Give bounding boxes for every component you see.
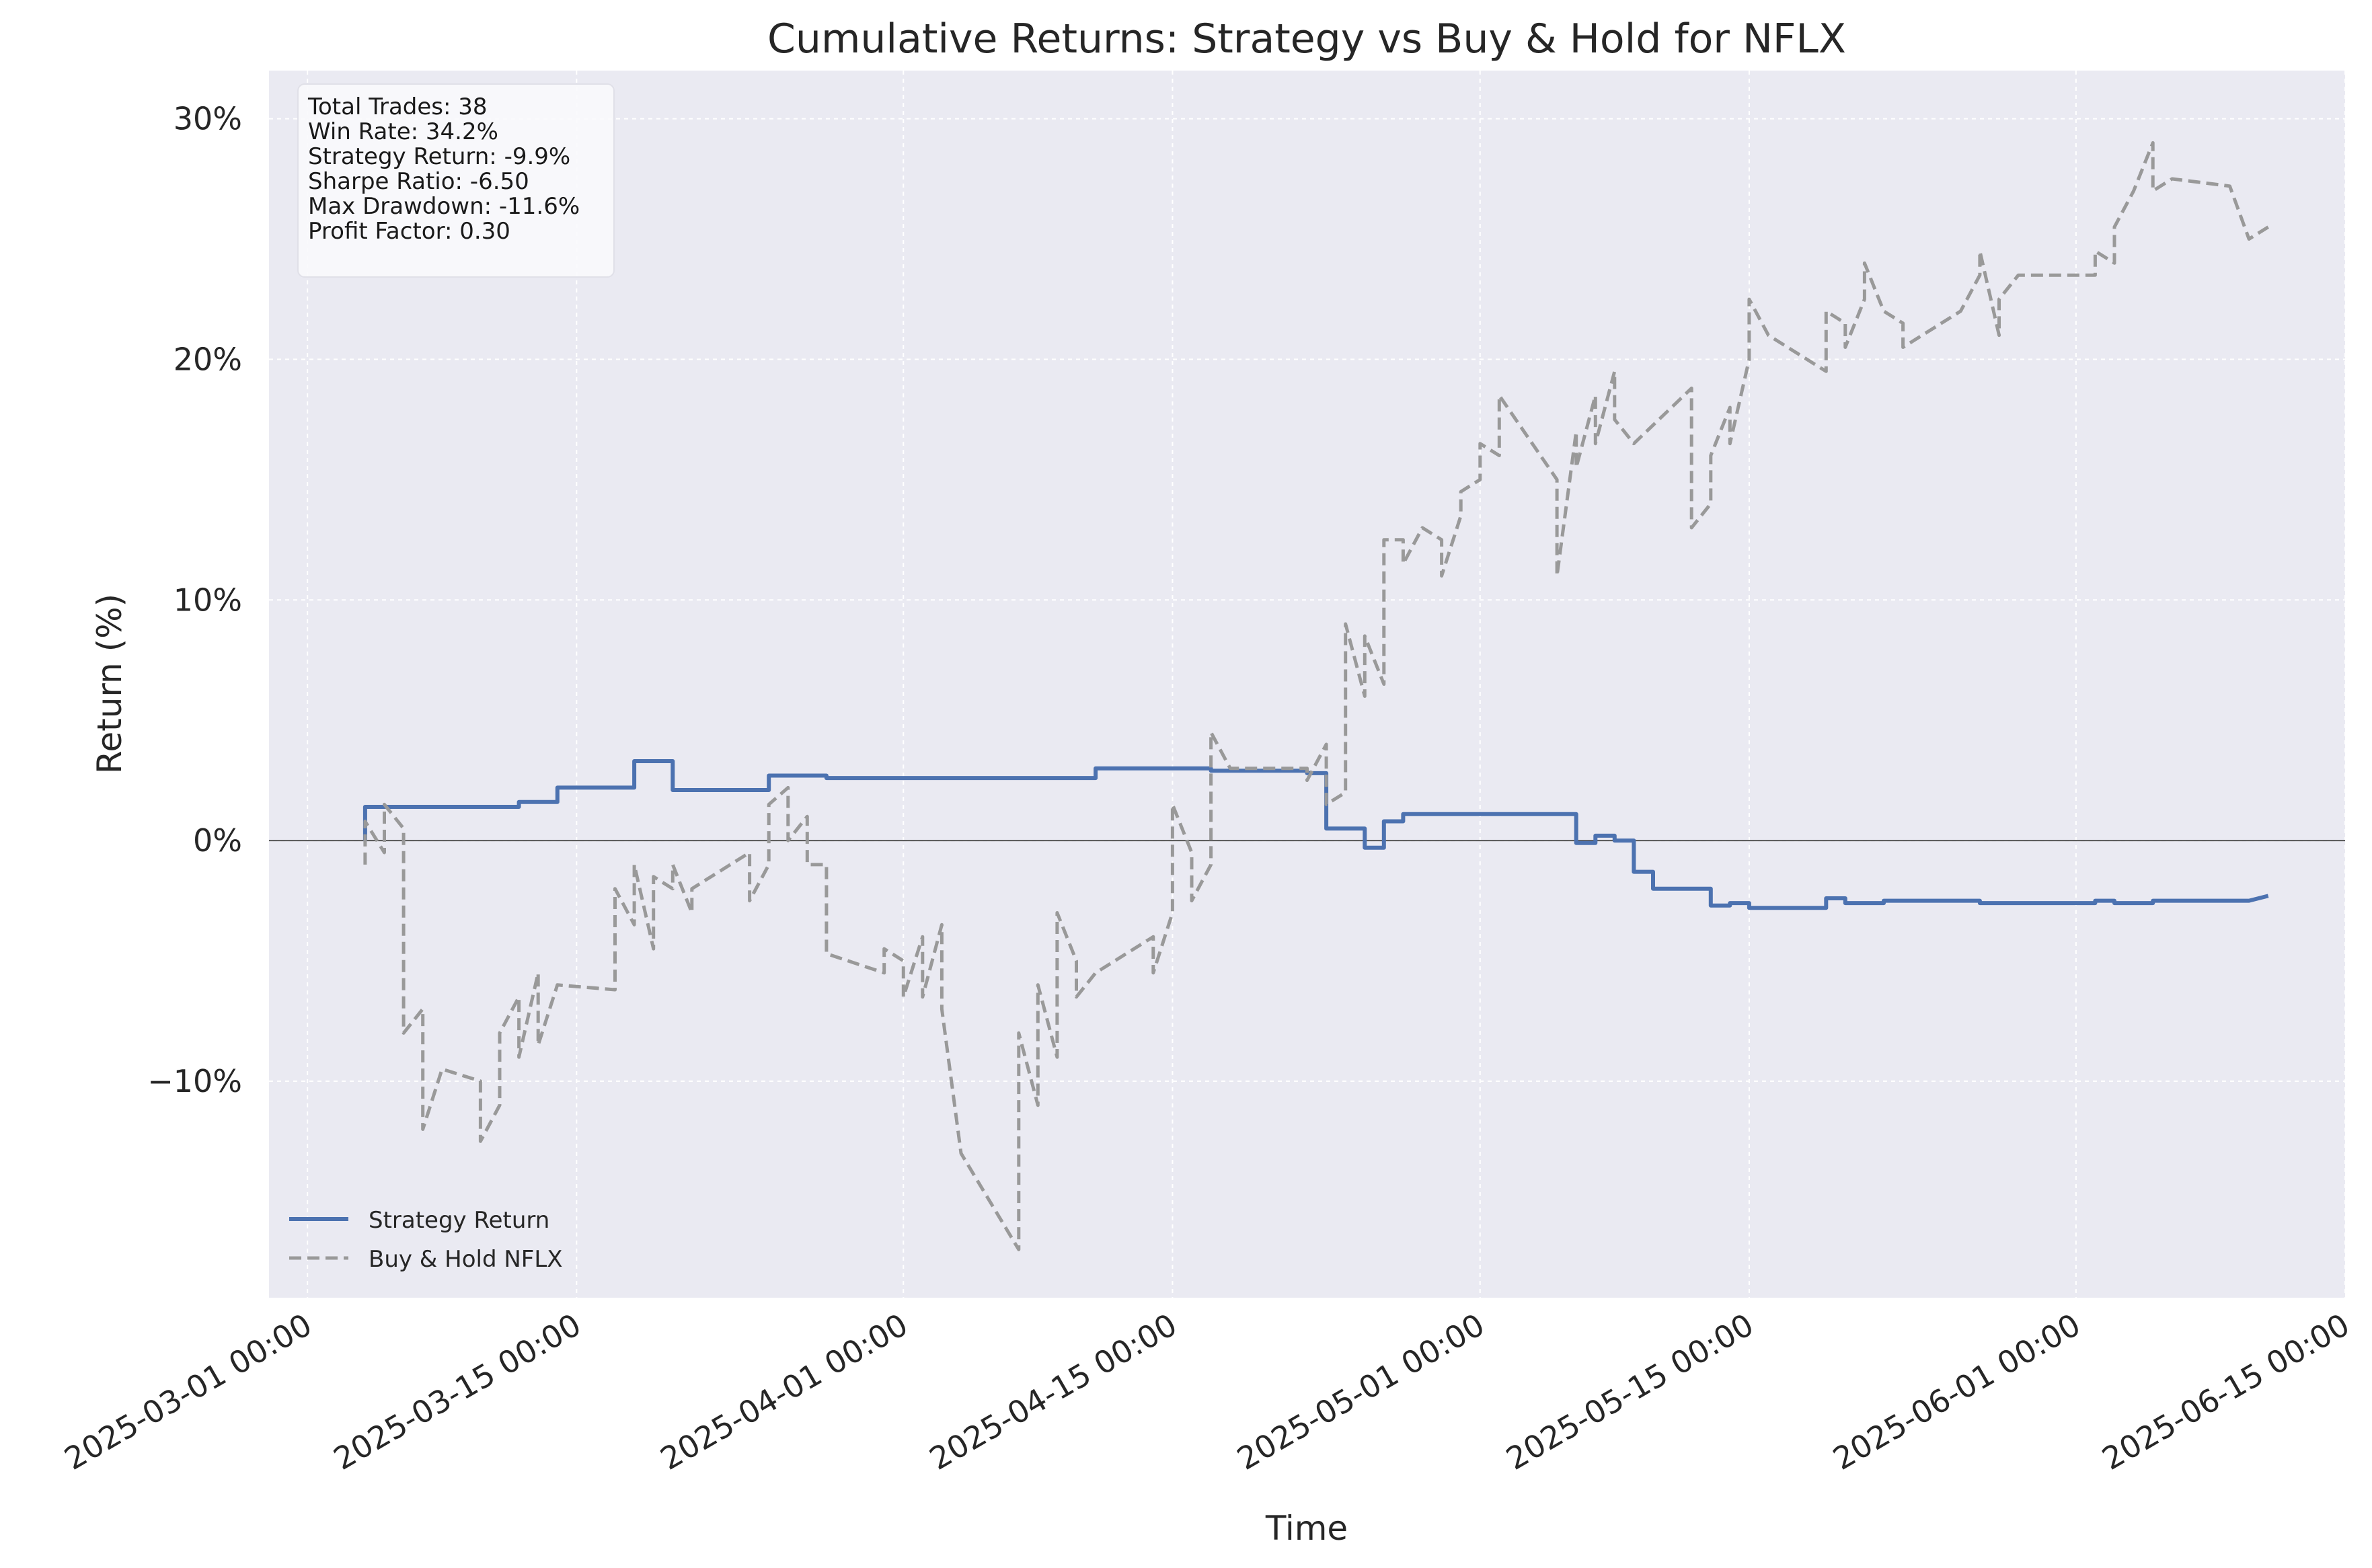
stats-line: Strategy Return: -9.9% bbox=[308, 143, 570, 170]
x-tick-label: 2025-06-15 00:00 bbox=[2096, 1306, 2356, 1477]
stats-line: Profit Factor: 0.30 bbox=[308, 218, 510, 245]
y-axis-title: Return (%) bbox=[90, 594, 129, 774]
x-tick-label: 2025-06-01 00:00 bbox=[1827, 1306, 2086, 1477]
stats-box-background bbox=[297, 83, 615, 278]
stats-line: Sharpe Ratio: -6.50 bbox=[308, 168, 529, 195]
chart-title: Cumulative Returns: Strategy vs Buy & Ho… bbox=[767, 15, 1846, 63]
y-tick-label: 0% bbox=[193, 822, 242, 859]
y-tick-label: 20% bbox=[174, 341, 242, 377]
series-group bbox=[362, 141, 2270, 1251]
plot-area bbox=[269, 71, 2345, 1298]
stats-line: Win Rate: 34.2% bbox=[308, 118, 498, 145]
legend-label-buy-hold: Buy & Hold NFLX bbox=[369, 1246, 563, 1273]
x-tick-label: 2025-03-15 00:00 bbox=[328, 1306, 587, 1477]
x-tick-label: 2025-05-15 00:00 bbox=[1500, 1306, 1759, 1477]
stats-line: Total Trades: 38 bbox=[307, 93, 488, 120]
x-axis-title: Time bbox=[1265, 1509, 1348, 1548]
x-tick-label: 2025-05-01 00:00 bbox=[1231, 1306, 1490, 1477]
y-tick-label: 30% bbox=[174, 101, 242, 137]
strategy-return-line bbox=[362, 759, 2269, 910]
x-tick-label: 2025-03-01 00:00 bbox=[59, 1306, 318, 1477]
x-tick-label: 2025-04-15 00:00 bbox=[923, 1306, 1183, 1477]
legend: Strategy Return Buy & Hold NFLX bbox=[289, 1207, 563, 1273]
y-tick-label: −10% bbox=[147, 1063, 242, 1099]
stats-line: Max Drawdown: -11.6% bbox=[308, 193, 580, 220]
x-tick-label: 2025-04-01 00:00 bbox=[654, 1306, 914, 1477]
y-tick-label: 10% bbox=[174, 582, 242, 618]
legend-label-strategy: Strategy Return bbox=[369, 1207, 549, 1234]
buy-hold-line bbox=[363, 141, 2270, 1251]
